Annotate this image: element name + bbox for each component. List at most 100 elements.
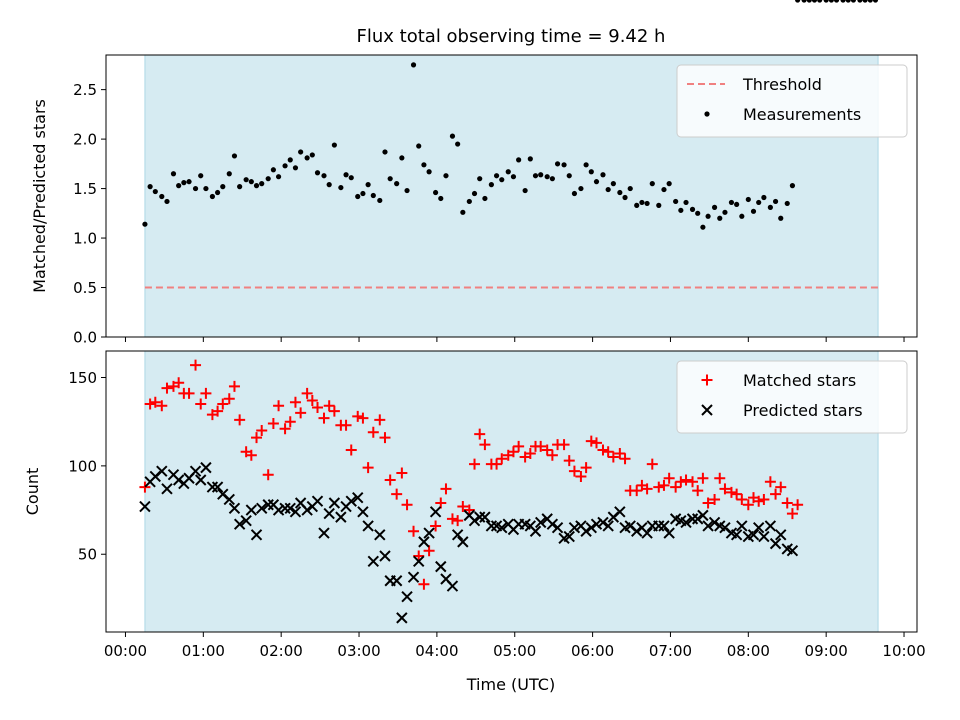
y-axis-label: Count	[23, 468, 42, 516]
measurements-point	[331, 142, 337, 148]
predicted-stars-point	[200, 461, 212, 474]
predicted-stars-point	[534, 516, 547, 529]
matched-stars-point	[435, 497, 447, 509]
y-tick-label: 2.0	[73, 131, 97, 149]
measurements-point	[806, 0, 812, 3]
matched-stars-point	[173, 377, 185, 389]
predicted-stars-point	[272, 504, 285, 516]
predicted-stars-point	[653, 520, 665, 532]
matched-stars-point	[195, 398, 207, 410]
measurements-point	[795, 0, 801, 3]
measurements-point	[176, 183, 182, 189]
matched-stars-point	[786, 508, 798, 520]
matched-stars-point	[607, 451, 619, 463]
legend-label: Threshold	[742, 75, 822, 94]
predicted-stars-point	[590, 518, 603, 530]
measurements-point	[455, 141, 461, 147]
measurements-point	[789, 183, 796, 189]
measurements-point	[644, 200, 650, 207]
matched-stars-point	[430, 520, 442, 532]
predicted-stars-point	[769, 537, 782, 550]
measurements-point	[661, 186, 667, 193]
matched-stars-point	[663, 472, 675, 484]
measurements-point	[142, 221, 148, 227]
matched-stars-point	[646, 458, 658, 470]
predicted-stars-point	[418, 536, 430, 548]
predicted-stars-point	[680, 516, 692, 529]
measurements-point	[275, 174, 282, 180]
x-tick-label: 06:00	[571, 642, 614, 660]
predicted-stars-point	[546, 518, 559, 530]
predicted-stars-point	[429, 506, 442, 518]
matched-stars-point	[357, 412, 369, 424]
measurements-point	[532, 173, 539, 179]
predicted-stars-point	[758, 530, 770, 543]
predicted-stars-point	[284, 502, 296, 514]
matched-stars-point	[161, 382, 173, 394]
measurements-point	[683, 199, 689, 206]
predicted-stars-point	[551, 522, 564, 534]
matched-stars-point	[675, 476, 687, 488]
predicted-stars-point	[195, 474, 207, 486]
predicted-stars-point	[374, 529, 386, 541]
predicted-stars-point	[211, 481, 224, 493]
predicted-stars-point	[435, 560, 447, 573]
measurements-point	[840, 0, 846, 3]
measurements-point	[147, 184, 153, 190]
y-tick-label: 50	[78, 546, 97, 564]
plot-frame	[105, 350, 918, 633]
matched-stars-point	[256, 425, 268, 437]
measurements-point	[164, 198, 170, 205]
measurements-point	[248, 179, 254, 185]
matched-stars-point	[352, 410, 364, 422]
predicted-stars-point	[262, 499, 274, 511]
measurements-point	[516, 157, 522, 163]
y-axis-label: Matched/Predicted stars	[30, 99, 49, 293]
measurements-point	[482, 195, 488, 202]
measurements-point	[314, 170, 321, 176]
measurements-point	[355, 193, 361, 200]
predicted-stars-point	[786, 544, 799, 557]
matched-stars-point	[619, 453, 631, 465]
x-tick-label: 02:00	[260, 642, 303, 660]
chart-title: Flux total observing time = 9.42 h	[357, 26, 666, 47]
measurements-point	[377, 197, 383, 204]
measurements-point	[270, 167, 276, 173]
measurements-point	[382, 149, 388, 155]
matched-stars-point	[452, 515, 464, 527]
predicted-stars-point	[233, 518, 246, 530]
predicted-stars-point	[401, 590, 413, 603]
legend-matched-stars-swatch	[701, 374, 713, 386]
matched-stars-point	[289, 396, 301, 408]
measurements-point	[360, 190, 366, 197]
measurements-point	[460, 209, 466, 215]
predicted-stars-point	[423, 527, 435, 539]
measurements-point	[159, 193, 165, 200]
measurements-point	[394, 181, 400, 187]
measurements-point	[761, 194, 767, 201]
legend-measurements-swatch	[704, 111, 710, 117]
predicted-stars-point	[323, 507, 335, 520]
legend-label: Matched stars	[743, 371, 856, 390]
matched-stars-point	[781, 497, 793, 509]
predicted-stars-point	[446, 580, 459, 592]
measurements-point	[298, 149, 304, 155]
predicted-stars-point	[345, 495, 357, 507]
measurements-point	[867, 0, 873, 3]
matched-stars-point	[374, 414, 386, 426]
predicted-stars-point	[413, 555, 425, 568]
measurements-point	[617, 189, 623, 196]
predicted-stars-point	[702, 520, 714, 532]
predicted-stars-point	[318, 527, 330, 539]
measurements-point	[734, 201, 740, 208]
measurements-point	[767, 204, 773, 210]
matched-stars-point	[687, 476, 699, 488]
y-axis-ticks: 50 100 150	[68, 369, 106, 564]
measurements-point	[432, 189, 439, 196]
measurements-point	[588, 169, 594, 175]
x-axis-ticks	[124, 337, 905, 342]
legend: Matched stars Predicted stars	[676, 360, 908, 434]
predicted-stars-point	[451, 529, 464, 541]
measurements-point	[231, 153, 238, 159]
matched-stars-point	[318, 412, 330, 424]
